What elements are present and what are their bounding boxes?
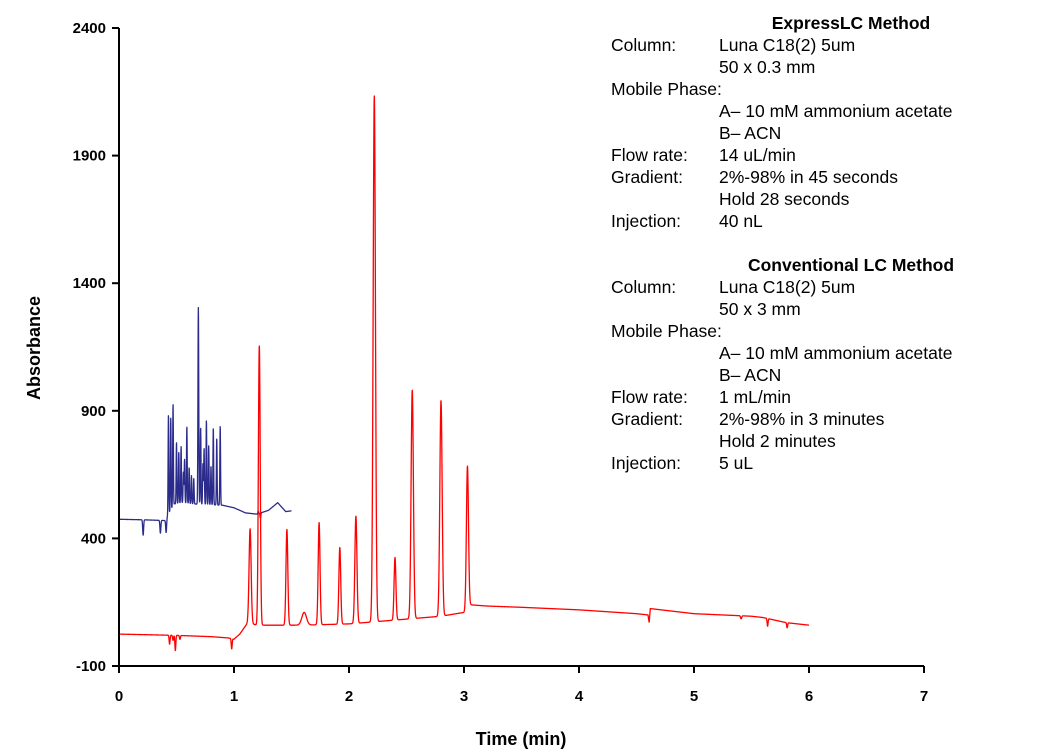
express-gradient-value: 2%-98% in 45 seconds (719, 167, 898, 187)
conventional-flow-label: Flow rate: (611, 387, 688, 407)
conventional-gradient-value: 2%-98% in 3 minutes (719, 409, 885, 429)
express-injection-label: Injection: (611, 211, 682, 231)
conventional-column-value: Luna C18(2) 5um (719, 277, 856, 297)
conventional-method-block: Conventional LC Method Column: Luna C18(… (611, 254, 1051, 474)
x-tick-label: 3 (460, 688, 468, 705)
series-trace-blue (118, 307, 293, 536)
y-tick-label: 1400 (73, 275, 106, 292)
conventional-injection-label: Injection: (611, 453, 682, 473)
axes-layer (112, 27, 925, 673)
express-gradient-label: Gradient: (611, 167, 683, 187)
y-tick-label: 900 (81, 403, 106, 420)
express-column-row: Column: Luna C18(2) 5um (611, 34, 1051, 56)
conventional-flow-row: Flow rate: 1 mL/min (611, 386, 1051, 408)
method-notes: ExpressLC Method Column: Luna C18(2) 5um… (611, 12, 1051, 474)
express-mobile-phase-label: Mobile Phase: (611, 79, 722, 99)
express-injection-row: Injection: 40 nL (611, 210, 1051, 232)
express-column-label: Column: (611, 35, 677, 55)
conventional-gradient-row: Gradient: 2%-98% in 3 minutes (611, 408, 1051, 430)
series-trace-red (118, 95, 810, 652)
express-mobile-phase-b: B– ACN (719, 123, 782, 143)
express-flow-label: Flow rate: (611, 145, 688, 165)
x-tick-label: 7 (920, 688, 928, 705)
express-method-block: ExpressLC Method Column: Luna C18(2) 5um… (611, 12, 1051, 232)
tick-label-layer: -100 400 900 1400 1900 2400 0 1 2 3 4 5 6 7 (73, 20, 929, 705)
y-axis-title: Absorbance (24, 296, 44, 400)
express-column-value: Luna C18(2) 5um (719, 35, 856, 55)
y-tick-label: 1900 (73, 148, 106, 165)
x-tick-label: 6 (805, 688, 813, 705)
express-gradient-row: Gradient: 2%-98% in 45 seconds (611, 166, 1051, 188)
conventional-flow-value: 1 mL/min (719, 387, 791, 407)
conventional-gradient-label: Gradient: (611, 409, 683, 429)
conventional-column-label: Column: (611, 277, 677, 297)
express-mobile-phase-row: Mobile Phase: (611, 78, 1051, 100)
y-tick-label: 400 (81, 530, 106, 547)
conventional-method-title: Conventional LC Method (747, 255, 955, 275)
x-tick-label: 4 (575, 688, 584, 705)
x-tick-label: 2 (345, 688, 353, 705)
y-tick-label: 2400 (73, 20, 106, 37)
conventional-mobile-phase-b: B– ACN (719, 365, 782, 385)
conventional-column-row: Column: Luna C18(2) 5um (611, 276, 1051, 298)
conventional-mobile-phase-row: Mobile Phase: (611, 320, 1051, 342)
express-mobile-phase-a: A– 10 mM ammonium acetate (719, 101, 953, 121)
express-flow-row: Flow rate: 14 uL/min (611, 144, 1051, 166)
conventional-injection-value: 5 uL (719, 453, 754, 473)
series-layer (118, 95, 810, 652)
method-spacer (611, 232, 1051, 254)
express-method-title: ExpressLC Method (771, 13, 931, 33)
y-tick-label: -100 (76, 658, 106, 675)
express-hold-value: Hold 28 seconds (719, 189, 850, 209)
x-tick-label: 1 (230, 688, 238, 705)
conventional-column-dims: 50 x 3 mm (719, 299, 801, 319)
x-tick-label: 5 (690, 688, 698, 705)
express-column-dims: 50 x 0.3 mm (719, 57, 816, 77)
express-flow-value: 14 uL/min (719, 145, 796, 165)
x-tick-label: 0 (115, 688, 123, 705)
conventional-mobile-phase-a: A– 10 mM ammonium acetate (719, 343, 953, 363)
conventional-hold-value: Hold 2 minutes (719, 431, 836, 451)
conventional-injection-row: Injection: 5 uL (611, 452, 1051, 474)
conventional-mobile-phase-label: Mobile Phase: (611, 321, 722, 341)
x-axis-title: Time (min) (476, 729, 567, 749)
express-injection-value: 40 nL (719, 211, 763, 231)
